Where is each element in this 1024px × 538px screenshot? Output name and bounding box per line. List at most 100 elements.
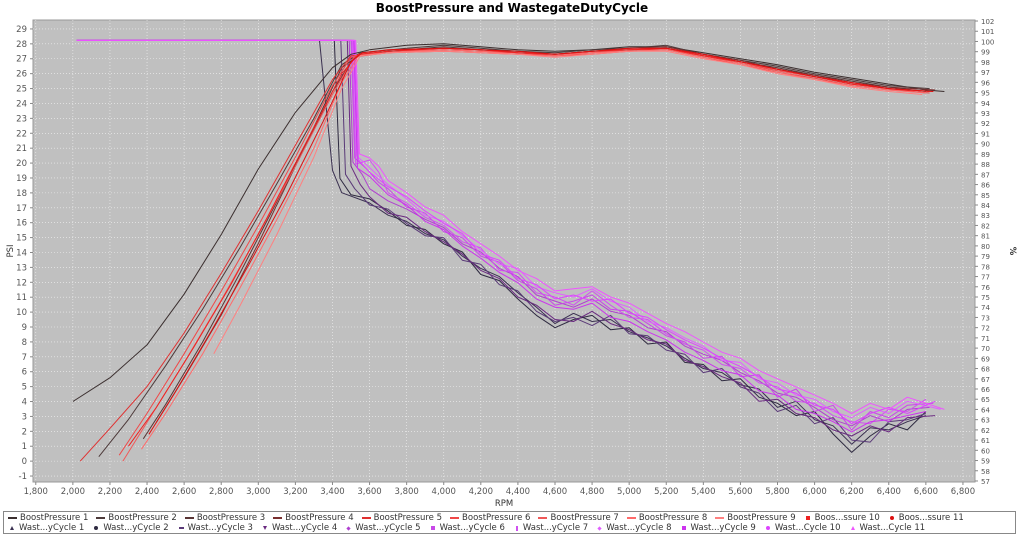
legend-square-swatch-icon <box>805 516 810 520</box>
y2-tick-label: 77 <box>981 274 990 282</box>
x-tick-label: 3,000 <box>246 487 270 497</box>
y2-axis-label: % <box>1007 247 1017 256</box>
y-tick-label: 21 <box>16 144 27 154</box>
series-line-13 <box>76 39 927 453</box>
legend-item: BoostPressure 8 <box>626 513 708 523</box>
y-tick-label: 8 <box>22 338 27 348</box>
legend-square-swatch-icon <box>430 526 435 530</box>
legend-line-swatch-icon <box>273 517 283 519</box>
series-line-1 <box>72 43 945 402</box>
y-tick-label: 29 <box>16 25 27 35</box>
series-line-16 <box>76 39 930 427</box>
x-tick-label: 5,000 <box>617 487 641 497</box>
y2-tick-label: 71 <box>981 335 990 343</box>
chart-legend: BoostPressure 1 BoostPressure 2 BoostPress… <box>3 511 1016 534</box>
y2-tick-label: 75 <box>981 294 990 302</box>
y-tick-label: 24 <box>16 99 27 109</box>
legend-label: BoostPressure 9 <box>727 513 796 523</box>
series-line-2 <box>98 44 930 458</box>
y2-tick-label: 87 <box>981 171 990 179</box>
y2-tick-label: 67 <box>981 376 990 384</box>
y2-tick-label: 64 <box>981 406 990 414</box>
y2-tick-label: 96 <box>981 79 990 87</box>
y2-tick-label: 57 <box>981 478 990 486</box>
legend-item: BoostPressure 4 <box>273 513 354 523</box>
y2-tick-label: 62 <box>981 427 990 435</box>
series-line-17 <box>76 39 934 431</box>
x-tick-label: 6,800 <box>951 487 975 497</box>
legend-diamond-swatch-icon <box>346 525 351 531</box>
legend-triangle-up-swatch-icon <box>10 526 14 530</box>
legend-label: BoostPressure 8 <box>638 513 708 523</box>
y2-tick-label: 89 <box>981 151 990 159</box>
x-tick-label: 5,600 <box>728 487 752 497</box>
y-tick-label: 3 <box>22 412 27 422</box>
y-tick-label: 26 <box>16 70 27 80</box>
y2-tick-label: 94 <box>981 100 990 108</box>
y2-tick-label: 83 <box>981 212 990 220</box>
legend-label: Wast...yCycle 7 <box>522 523 589 533</box>
y2-tick-label: 78 <box>981 263 990 271</box>
x-tick-label: 4,800 <box>580 487 604 497</box>
y2-tick-label: 82 <box>981 222 990 230</box>
y2-tick-label: 74 <box>981 304 990 312</box>
y2-tick-label: 81 <box>981 233 990 241</box>
legend-line-swatch-icon <box>8 517 17 519</box>
x-tick-label: 3,200 <box>283 487 307 497</box>
x-tick-label: 2,800 <box>209 487 233 497</box>
legend-item: BoostPressure 6 <box>450 513 530 523</box>
y-tick-label: 15 <box>16 234 27 244</box>
y2-tick-label: 79 <box>981 253 990 261</box>
y-tick-label: 22 <box>16 129 27 139</box>
y-tick-label: 1 <box>22 442 27 452</box>
legend-label: BoostPressure 5 <box>373 513 443 523</box>
y2-tick-label: 90 <box>981 141 990 149</box>
y2-tick-label: 86 <box>981 182 990 190</box>
x-tick-label: 3,600 <box>357 487 381 497</box>
y-tick-label: 7 <box>22 353 27 363</box>
y2-tick-label: 76 <box>981 284 990 292</box>
legend-line-swatch-icon <box>450 517 460 519</box>
y-tick-label: 9 <box>22 323 27 333</box>
legend-item: BoostPressure 1 <box>8 513 88 523</box>
legend-label: Wast...yCycle 6 <box>439 523 505 533</box>
legend-item: BoostPressure 5 <box>361 513 443 523</box>
legend-item: Wast...yCycle 1 <box>8 523 84 533</box>
y2-tick-label: 92 <box>981 120 990 128</box>
series-line-9 <box>213 50 923 355</box>
y-tick-label: -1 <box>19 472 27 482</box>
y-tick-label: 27 <box>16 55 27 65</box>
x-tick-label: 4,200 <box>469 487 493 497</box>
y2-tick-label: 65 <box>981 396 990 404</box>
y2-tick-label: 73 <box>981 314 990 322</box>
y2-tick-label: 91 <box>981 130 990 138</box>
legend-item: Wast...yCycle 8 <box>596 523 672 533</box>
x-tick-label: 4,000 <box>432 487 456 497</box>
legend-label: Wast...yCycle 8 <box>606 523 672 533</box>
legend-line-swatch-icon <box>96 517 106 519</box>
y-tick-label: 2 <box>22 427 27 437</box>
legend-label: Wast...yCycle 4 <box>271 523 338 533</box>
y2-tick-label: 84 <box>981 202 990 210</box>
legend-item: Wast...yCycle 4 <box>261 523 337 533</box>
y-tick-label: 28 <box>16 40 27 50</box>
y2-tick-label: 69 <box>981 355 990 363</box>
series-line-19 <box>76 39 941 419</box>
y-tick-label: 11 <box>16 293 27 303</box>
x-axis-label: RPM <box>495 499 513 509</box>
legend-item: Wast...yCycle 3 <box>177 523 253 533</box>
legend-circle-swatch-icon <box>765 526 770 530</box>
y2-tick-label: 97 <box>981 69 990 77</box>
legend-label: Boos...ssure 10 <box>814 513 880 523</box>
legend-item: BoostPressure 9 <box>715 513 796 523</box>
x-tick-label: 2,200 <box>98 487 122 497</box>
x-tick-label: 4,400 <box>506 487 530 497</box>
x-tick-label: 5,400 <box>691 487 715 497</box>
y2-tick-label: 88 <box>981 161 990 169</box>
legend-item: Wast...Cycle 11 <box>849 523 925 533</box>
legend-label: BoostPressure 3 <box>196 513 266 523</box>
y-tick-label: 13 <box>16 263 27 273</box>
y-tick-label: 25 <box>16 85 27 95</box>
y-tick-label: 14 <box>16 248 27 258</box>
